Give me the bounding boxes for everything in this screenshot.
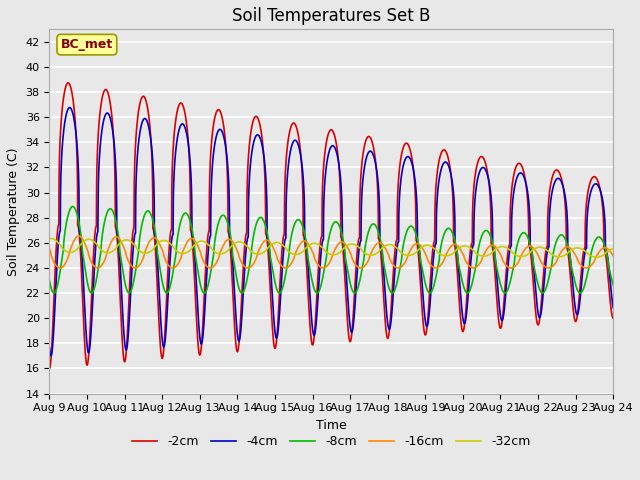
Line: -4cm: -4cm (49, 108, 613, 356)
Title: Soil Temperatures Set B: Soil Temperatures Set B (232, 7, 431, 25)
-4cm (609, 305, 617, 311)
-32cm (45, 236, 53, 241)
-8cm (384, 281, 392, 287)
-32cm (148, 248, 156, 253)
-8cm (261, 222, 269, 228)
-8cm (467, 286, 474, 292)
-16cm (467, 264, 474, 270)
-32cm (467, 245, 474, 251)
X-axis label: Time: Time (316, 419, 347, 432)
-8cm (45, 278, 53, 284)
-32cm (593, 254, 600, 260)
-4cm (45, 345, 53, 351)
-16cm (384, 250, 392, 256)
Text: BC_met: BC_met (61, 38, 113, 51)
-2cm (64, 80, 72, 86)
-2cm (384, 336, 392, 341)
-32cm (509, 251, 517, 256)
-4cm (509, 193, 517, 199)
-2cm (412, 238, 420, 243)
-2cm (261, 177, 269, 183)
-32cm (384, 242, 392, 248)
-4cm (467, 264, 474, 269)
-32cm (412, 250, 420, 255)
-2cm (509, 176, 517, 181)
-4cm (47, 353, 55, 359)
-16cm (609, 253, 617, 259)
Line: -8cm: -8cm (49, 206, 613, 293)
-16cm (412, 240, 420, 246)
-16cm (261, 238, 269, 243)
-32cm (261, 249, 269, 254)
-2cm (467, 249, 474, 254)
Y-axis label: Soil Temperature (C): Soil Temperature (C) (7, 147, 20, 276)
Legend: -2cm, -4cm, -8cm, -16cm, -32cm: -2cm, -4cm, -8cm, -16cm, -32cm (127, 430, 536, 453)
-16cm (75, 233, 83, 239)
Line: -32cm: -32cm (49, 239, 613, 257)
-4cm (66, 105, 74, 110)
-2cm (45, 366, 53, 372)
-32cm (47, 236, 55, 241)
-16cm (509, 264, 517, 270)
-2cm (609, 315, 617, 321)
-8cm (413, 232, 420, 238)
-16cm (45, 246, 53, 252)
-16cm (148, 236, 156, 241)
-8cm (69, 204, 77, 209)
-4cm (261, 165, 269, 170)
-16cm (432, 265, 440, 271)
-8cm (609, 282, 617, 288)
Line: -2cm: -2cm (49, 83, 613, 369)
-4cm (148, 149, 156, 155)
-2cm (148, 158, 156, 164)
-4cm (413, 192, 420, 197)
Line: -16cm: -16cm (49, 236, 613, 268)
-8cm (50, 290, 58, 296)
-8cm (148, 215, 156, 221)
-4cm (384, 322, 392, 327)
-32cm (609, 246, 617, 252)
-8cm (509, 265, 517, 271)
